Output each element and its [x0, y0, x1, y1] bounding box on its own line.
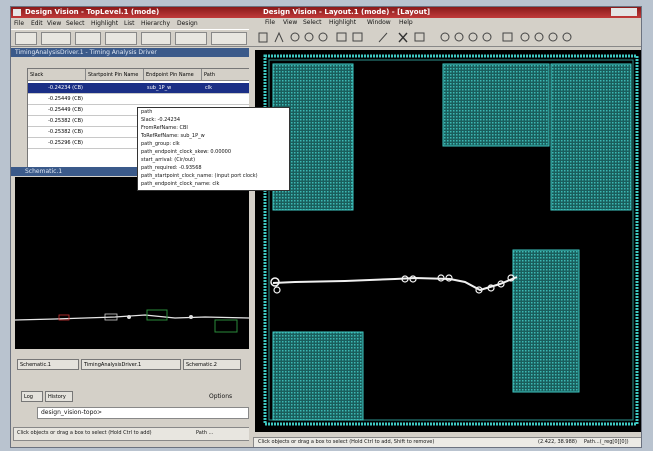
cursor-coordinates: (2.422, 38.988) — [538, 439, 577, 445]
layout-toolbar-icons — [258, 31, 572, 43]
menu-window[interactable]: Window — [367, 19, 391, 26]
toolbar-button-select[interactable] — [105, 32, 137, 45]
desktop-frame: Design Vision - TopLevel.1 (mode) File E… — [10, 6, 642, 448]
column-header-slack[interactable]: Slack — [28, 69, 86, 81]
layout-path-label: Path...(_reg[0][0]) — [584, 439, 629, 445]
layout-title-bar: Design Vision - Layout.1 (mode) - [Layou… — [249, 7, 641, 18]
tooltip-line: path_endpoint_clock_skew: 0.00000 — [141, 149, 232, 155]
path-tooltip: path Slack: -0.24234 FromRefName: CBI To… — [137, 107, 290, 191]
status-path: Path ... — [196, 430, 214, 436]
menu-select[interactable]: Select — [303, 19, 322, 26]
toolbar-button-history[interactable] — [41, 32, 71, 45]
design-vision-main-window: Design Vision - TopLevel.1 (mode) File E… — [11, 7, 290, 447]
console-panel: Log History Options design_vision-topo> — [13, 375, 249, 423]
status-bar: Click objects or drag a box to select (H… — [13, 427, 251, 441]
menu-view[interactable]: View — [283, 19, 298, 26]
tooltip-line: path_required: -0.93568 — [141, 165, 202, 171]
cell-slack: -0.25449 (CB) — [48, 96, 83, 102]
tab-schematic-1[interactable]: Schematic.1 — [17, 359, 79, 370]
tooltip-line: start_arrival: (Cir/out) — [141, 157, 196, 163]
layout-toolbar — [249, 29, 641, 47]
window-controls[interactable] — [611, 8, 637, 16]
menu-list[interactable]: List — [124, 20, 135, 27]
app-icon — [13, 9, 21, 16]
tab-timing-analysis-driver[interactable]: TimingAnalysisDriver.1 — [81, 359, 181, 370]
table-row[interactable]: -0.25449 (CB) — [28, 94, 250, 105]
cell-path: clk — [205, 85, 213, 91]
column-header-path[interactable]: Path — [202, 69, 250, 81]
layout-drawing — [263, 54, 639, 426]
table-row[interactable]: -0.24234 (CB) sub_1P_w clk — [28, 83, 250, 94]
toolbar — [11, 29, 249, 47]
layout-status-bar: Click objects or drag a box to select (H… — [253, 437, 641, 447]
toolbar-button-zoom[interactable] — [75, 32, 101, 45]
tab-history[interactable]: History — [45, 391, 73, 402]
tab-schematic-2[interactable]: Schematic.2 — [183, 359, 241, 370]
timing-window-title-bar: TimingAnalysisDriver.1 - Timing Analysis… — [11, 48, 249, 57]
layout-menu-bar: File View Select Highlight Window Help — [249, 18, 641, 28]
options-label[interactable]: Options — [209, 393, 233, 400]
cell-slack: -0.25382 (CB) — [48, 118, 83, 124]
schematic-title-bar: Schematic.1 — [11, 167, 249, 176]
menu-hierarchy[interactable]: Hierarchy — [141, 20, 171, 27]
menu-file[interactable]: File — [265, 19, 276, 26]
cell-slack: -0.25296 (CB) — [48, 140, 83, 146]
cell-slack: -0.24234 (CB) — [48, 85, 83, 91]
menu-highlight[interactable]: Highlight — [91, 20, 119, 27]
menu-highlight[interactable]: Highlight — [329, 19, 357, 26]
command-input[interactable]: design_vision-topo> — [37, 407, 249, 419]
toolbar-button-schematic[interactable] — [141, 32, 171, 45]
schematic-view[interactable] — [14, 177, 250, 349]
tooltip-line: Slack: -0.24234 — [141, 117, 181, 123]
command-prompt: design_vision-topo> — [41, 409, 103, 416]
tooltip-line: path_group: clk — [141, 141, 180, 147]
menu-view[interactable]: View — [47, 20, 62, 27]
toolbar-button-layout[interactable] — [175, 32, 207, 45]
cell-slack: -0.25382 (CB) — [48, 129, 83, 135]
menu-file[interactable]: File — [14, 20, 25, 27]
timing-window-title: TimingAnalysisDriver.1 - Timing Analysis… — [15, 49, 157, 56]
cell-slack: -0.25449 (CB) — [48, 107, 83, 113]
layout-window: Design Vision - Layout.1 (mode) - [Layou… — [249, 7, 641, 447]
tab-log[interactable]: Log — [21, 391, 43, 402]
tooltip-line: path_endpoint_clock_name: clk — [141, 181, 220, 187]
layout-window-title: Design Vision - Layout.1 (mode) - [Layou… — [263, 8, 431, 16]
toolbar-combo[interactable] — [211, 32, 247, 45]
cell-endpoint: sub_1P_w — [147, 85, 172, 91]
schematic-drawing — [14, 309, 250, 333]
menu-select[interactable]: Select — [66, 20, 85, 27]
menu-edit[interactable]: Edit — [31, 20, 43, 27]
schematic-title: Schematic.1 — [25, 168, 63, 175]
tooltip-line: path_startpoint_clock_name: (input port … — [141, 173, 258, 179]
column-header-endpoint[interactable]: Endpoint Pin Name — [144, 69, 202, 81]
tooltip-line: FromRefName: CBI — [141, 125, 188, 131]
menu-design[interactable]: Design — [177, 20, 198, 27]
title-bar: Design Vision - TopLevel.1 (mode) — [11, 7, 249, 18]
menu-help[interactable]: Help — [399, 19, 413, 26]
window-title: Design Vision - TopLevel.1 (mode) — [25, 8, 160, 16]
column-header-startpoint[interactable]: Startpoint Pin Name — [86, 69, 144, 81]
window-tabs: Schematic.1 TimingAnalysisDriver.1 Schem… — [17, 359, 249, 371]
menu-bar: File Edit View Select Highlight List Hie… — [11, 18, 249, 28]
toolbar-button-open[interactable] — [15, 32, 37, 45]
layout-canvas[interactable] — [255, 50, 641, 432]
tooltip-line: path — [141, 109, 153, 115]
tooltip-line: ToRefRefName: sub_1P_w — [141, 133, 205, 139]
layout-status-text: Click objects or drag a box to select (H… — [258, 439, 435, 445]
status-text: Click objects or drag a box to select (H… — [17, 430, 152, 436]
